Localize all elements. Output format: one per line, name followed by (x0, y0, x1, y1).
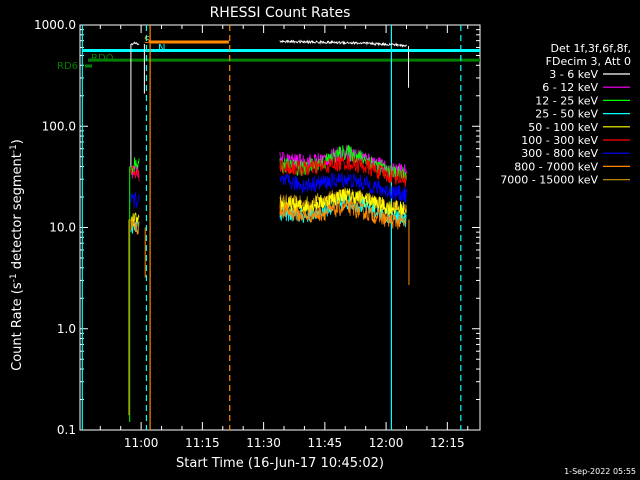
x-tick-label: 11:30 (246, 436, 281, 450)
series-5-segment-2 (279, 155, 407, 188)
series-1-segment-1 (130, 164, 140, 179)
tick-labels: 0.1 1.0 10.0 100.0 1000.0 11:00 11:15 11:30 11:4… (34, 18, 465, 450)
x-tick-label: 11:00 (124, 436, 159, 450)
series-7-segment-2 (279, 199, 407, 230)
series-5-segment-1 (130, 165, 140, 182)
flag-label: N (158, 43, 165, 54)
legend-label: 100 - 300 keV (521, 134, 598, 147)
x-tick-label: 12:15 (430, 436, 465, 450)
legend-label: 800 - 7000 keV (514, 160, 598, 173)
flag-bars: RD6 RDO SN (57, 35, 480, 72)
x-axis-label: Start Time (16-Jun-17 10:45:02) (176, 456, 384, 471)
legend-header-2: FDecim 3, Att 0 (546, 55, 631, 68)
series-0-segment-1 (130, 41, 140, 46)
series-0-segment-2 (279, 39, 407, 48)
flag-label: RDO (91, 53, 114, 64)
flag-label: RD6 (57, 61, 78, 72)
legend-label: 6 - 12 keV (542, 81, 598, 94)
vertical-markers (81, 25, 462, 430)
legend-label: 25 - 50 keV (535, 108, 598, 121)
series-7-segment-1 (130, 218, 140, 235)
y-axis-label-tail: detector segment (10, 153, 25, 273)
y-axis-label-sup2: -1 (9, 144, 19, 153)
y-tick-label: 0.1 (57, 423, 76, 437)
y-tick-label: 10.0 (49, 221, 76, 235)
legend-label: 50 - 100 keV (528, 121, 598, 134)
y-axis-label-main: Count Rate (s (10, 282, 25, 371)
y-tick-label: 1.0 (57, 322, 76, 336)
series-4-segment-2 (279, 188, 407, 217)
plot-frame (79, 24, 481, 431)
series-6-segment-2 (279, 172, 407, 203)
y-axis-label-close: ) (10, 139, 25, 144)
y-tick-label: 100.0 (42, 119, 76, 133)
legend-label: 12 - 25 keV (535, 94, 598, 107)
y-axis-label-sup: -1 (9, 273, 19, 282)
legend-label: 3 - 6 keV (549, 68, 598, 81)
legend-label: 300 - 800 keV (521, 147, 598, 160)
y-tick-label: 1000.0 (34, 18, 76, 32)
x-tick-label: 11:15 (185, 436, 220, 450)
footer-date: 1-Sep-2022 05:55 (564, 467, 636, 476)
chart-title: RHESSI Count Rates (210, 5, 351, 21)
flag-label: S (144, 35, 150, 46)
legend-header-1: Det 1f,3f,6f,8f, (550, 42, 631, 55)
y-axis-label: Count Rate (s-1 detector segment-1) (9, 139, 25, 371)
data-series (128, 39, 410, 422)
plot-axes (79, 24, 481, 431)
x-tick-label: 12:00 (369, 436, 404, 450)
x-tick-label: 11:45 (308, 436, 343, 450)
series-6-segment-1 (130, 192, 140, 209)
legend-label: 7000 - 15000 keV (500, 174, 598, 187)
